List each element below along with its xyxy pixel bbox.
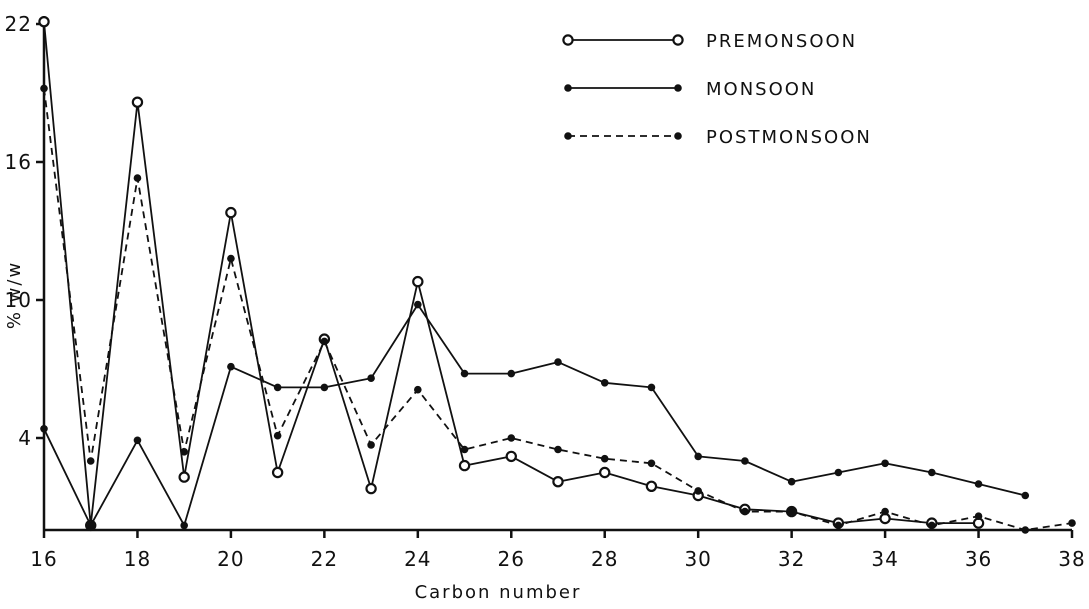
data-point-monsoon — [741, 457, 749, 465]
data-point-postmonsoon — [133, 174, 142, 182]
data-point-monsoon — [694, 452, 702, 461]
data-point-postmonsoon — [367, 441, 375, 449]
legend-swatch-marker — [564, 132, 572, 140]
x-tick-label: 20 — [217, 547, 244, 571]
legend-item-monsoon: MONSOON — [564, 79, 816, 100]
data-point-monsoon — [367, 374, 375, 383]
data-point-postmonsoon — [928, 521, 936, 530]
data-point-postmonsoon — [881, 507, 889, 516]
legend-swatch-marker — [562, 34, 574, 46]
data-point-postmonsoon — [86, 457, 95, 465]
x-tick-label: 38 — [1058, 547, 1085, 571]
data-point-monsoon — [1021, 491, 1030, 500]
data-point-monsoon — [133, 436, 142, 445]
data-point-monsoon — [834, 468, 843, 477]
data-point-premonsoon — [131, 96, 144, 108]
data-point-monsoon — [414, 300, 422, 309]
legend-swatch-marker — [674, 132, 682, 140]
data-point-monsoon — [460, 369, 469, 378]
y-axis-title: % w/w — [4, 261, 25, 329]
data-point-monsoon — [86, 521, 95, 530]
data-point-postmonsoon — [600, 454, 609, 463]
legend-swatch-marker — [672, 34, 684, 46]
data-point-premonsoon — [645, 480, 658, 492]
data-point-postmonsoon — [554, 445, 562, 454]
data-point-postmonsoon — [273, 431, 282, 440]
data-point-postmonsoon — [834, 521, 843, 530]
data-point-postmonsoon — [787, 507, 796, 516]
legend-label: MONSOON — [706, 79, 816, 100]
data-point-postmonsoon — [694, 487, 702, 495]
series-layer — [38, 16, 1076, 534]
data-point-postmonsoon — [320, 337, 329, 346]
data-point-premonsoon — [458, 459, 471, 472]
data-point-premonsoon — [505, 450, 517, 463]
y-tick-label: 16 — [5, 150, 32, 174]
x-ticks: 16 18 20 22 24 26 28 30 32 34 36 38 — [30, 530, 1085, 571]
legend-label: PREMONSOON — [706, 31, 857, 52]
data-point-premonsoon — [178, 471, 190, 483]
legend-swatch-marker — [564, 84, 572, 92]
y-tick-label: 10 — [5, 288, 32, 312]
y-tick-label: 4 — [18, 426, 32, 450]
series-line-monsoon — [43, 303, 1026, 527]
y-ticks: 4 10 16 22 — [5, 12, 44, 450]
x-axis-title: Carbon number — [415, 582, 582, 603]
data-point-postmonsoon — [1021, 526, 1030, 534]
y-tick-label: 22 — [5, 12, 32, 36]
x-tick-label: 34 — [871, 547, 898, 571]
x-tick-label: 32 — [778, 547, 805, 571]
data-point-premonsoon — [412, 275, 424, 288]
legend-item-postmonsoon: POSTMONSOON — [564, 127, 872, 148]
data-point-premonsoon — [271, 466, 284, 479]
data-point-premonsoon — [365, 482, 377, 495]
legend-swatch-marker — [674, 84, 682, 92]
data-point-monsoon — [320, 383, 329, 392]
data-point-monsoon — [974, 480, 983, 488]
data-point-monsoon — [227, 362, 235, 371]
data-point-premonsoon — [38, 16, 50, 28]
data-point-premonsoon — [552, 476, 564, 488]
data-point-monsoon — [507, 369, 516, 378]
data-point-postmonsoon — [507, 434, 516, 442]
x-tick-label: 22 — [311, 547, 338, 571]
data-point-monsoon — [600, 379, 609, 387]
legend-item-premonsoon: PREMONSOON — [562, 31, 857, 52]
series-postmonsoon — [40, 84, 1076, 534]
axes — [42, 16, 1072, 532]
x-tick-label: 24 — [404, 547, 431, 571]
data-point-monsoon — [273, 383, 282, 392]
x-tick-label: 26 — [498, 547, 525, 571]
data-point-monsoon — [787, 477, 796, 486]
data-point-postmonsoon — [180, 448, 188, 456]
data-point-monsoon — [40, 425, 48, 433]
data-point-postmonsoon — [227, 254, 235, 263]
data-point-premonsoon — [599, 466, 611, 479]
data-point-postmonsoon — [974, 512, 983, 520]
data-point-postmonsoon — [741, 507, 749, 516]
data-point-monsoon — [647, 383, 656, 392]
legend-label: POSTMONSOON — [706, 127, 872, 148]
x-tick-label: 28 — [591, 547, 618, 571]
data-point-monsoon — [180, 521, 188, 530]
data-point-postmonsoon — [647, 459, 656, 468]
x-tick-label: 18 — [124, 547, 151, 571]
legend: PREMONSOON MONSOON POSTMONSOON — [562, 31, 872, 148]
data-point-postmonsoon — [414, 385, 422, 394]
x-tick-label: 16 — [30, 547, 57, 571]
data-point-postmonsoon — [460, 445, 469, 454]
data-point-postmonsoon — [40, 84, 48, 93]
x-tick-label: 36 — [965, 547, 992, 571]
data-point-monsoon — [554, 358, 562, 366]
data-point-premonsoon — [225, 206, 237, 219]
series-monsoon — [40, 300, 1030, 530]
data-point-monsoon — [881, 459, 889, 468]
data-point-postmonsoon — [1068, 519, 1076, 527]
x-tick-label: 30 — [684, 547, 711, 571]
data-point-monsoon — [928, 468, 936, 477]
series-line-postmonsoon — [43, 88, 1073, 531]
